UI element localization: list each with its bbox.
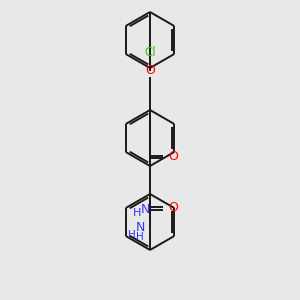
Text: N: N	[140, 203, 150, 216]
Text: O: O	[168, 150, 178, 163]
Text: O: O	[145, 64, 155, 77]
Text: H: H	[128, 230, 136, 240]
Text: O: O	[168, 201, 178, 214]
Text: N: N	[135, 221, 145, 234]
Text: H: H	[133, 208, 141, 218]
Text: H: H	[136, 232, 144, 242]
Text: Cl: Cl	[144, 46, 156, 59]
